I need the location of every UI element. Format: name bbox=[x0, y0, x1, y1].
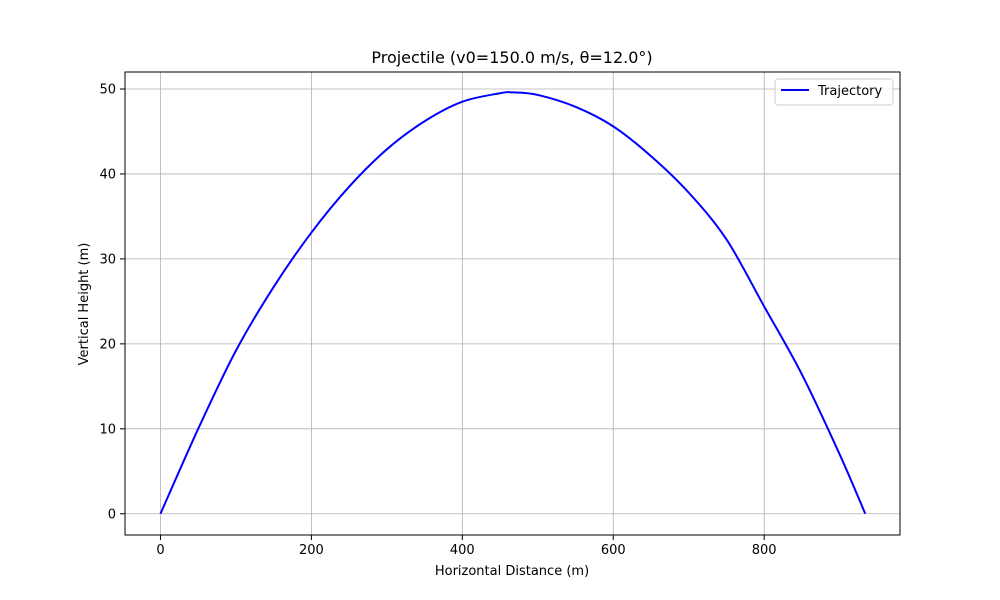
y-tick-label: 0 bbox=[108, 507, 116, 522]
x-tick-label: 800 bbox=[752, 543, 777, 558]
x-tick-label: 200 bbox=[299, 543, 324, 558]
y-tick-label: 30 bbox=[99, 252, 116, 267]
x-tick-label: 600 bbox=[601, 543, 626, 558]
legend-box bbox=[774, 78, 894, 106]
y-tick-label: 50 bbox=[99, 82, 116, 97]
grid-lines bbox=[125, 72, 900, 535]
series-line-trajectory bbox=[159, 91, 867, 515]
axes-frame bbox=[124, 71, 901, 536]
axes-background bbox=[125, 72, 900, 535]
x-tick-label: 0 bbox=[156, 543, 164, 558]
y-tick-label: 40 bbox=[99, 167, 116, 182]
series-layer bbox=[159, 91, 867, 515]
y-tick-label: 20 bbox=[99, 337, 116, 352]
y-axis-label: Vertical Height (m) bbox=[77, 243, 92, 366]
plot-area: 0 200 400 600 800 0 10 20 30 40 50 bbox=[99, 71, 901, 558]
ticks: 0 200 400 600 800 0 10 20 30 40 50 bbox=[99, 82, 776, 558]
x-tick-label: 400 bbox=[450, 543, 475, 558]
legend-label-trajectory: Trajectory bbox=[817, 84, 882, 99]
x-axis-label: Horizontal Distance (m) bbox=[435, 564, 589, 579]
y-tick-label: 10 bbox=[99, 422, 116, 437]
legend: Trajectory bbox=[774, 78, 894, 106]
chart-title: Projectile (v0=150.0 m/s, θ=12.0°) bbox=[371, 48, 652, 67]
